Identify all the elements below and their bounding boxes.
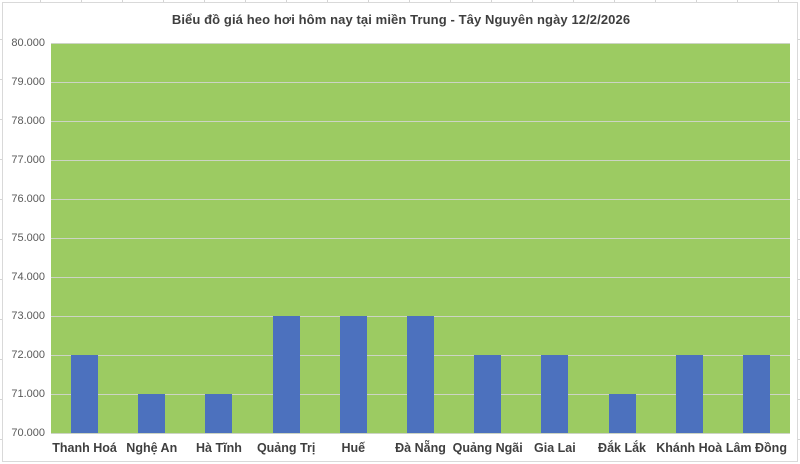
y-tick-label: 71.000 (11, 387, 45, 400)
x-category-label: Đắk Lắk (598, 441, 646, 455)
bar-gia-lai (541, 355, 569, 433)
bar-dak-lak (608, 394, 636, 433)
bar-nghe-an (138, 394, 166, 433)
x-category-label: Nghệ An (126, 441, 178, 455)
y-tick-label: 77.000 (11, 153, 45, 166)
gridline (51, 238, 790, 239)
gridline (51, 199, 790, 200)
x-category-label: Thanh Hoá (52, 441, 117, 455)
gridline (51, 277, 790, 278)
chart-title: Biểu đồ giá heo hơi hôm nay tại miền Tru… (171, 12, 631, 27)
bar-lam-dong (742, 355, 770, 433)
bar-hue (339, 316, 367, 433)
y-tick-label: 70.000 (11, 426, 45, 439)
x-category-label: Đà Nẵng (395, 441, 446, 455)
bar-da-nang (407, 316, 434, 433)
bar-ha-tinh (205, 394, 233, 433)
gridline (51, 433, 790, 434)
y-tick-label: 80.000 (11, 36, 45, 49)
gridline (51, 82, 790, 83)
y-tick-label: 76.000 (11, 192, 45, 205)
y-tick-label: 75.000 (11, 231, 45, 244)
x-category-label: Gia Lai (534, 441, 576, 455)
x-category-label: Huế (341, 441, 366, 455)
gridline (51, 43, 790, 44)
bar-khanh-hoa (675, 355, 703, 433)
y-tick-label: 79.000 (11, 75, 45, 88)
y-tick-label: 72.000 (11, 348, 45, 361)
x-category-label: Hà Tĩnh (196, 441, 242, 455)
y-tick-label: 74.000 (11, 270, 45, 283)
bar-quang-tri (272, 316, 300, 433)
y-tick-label: 73.000 (11, 309, 45, 322)
gridline (51, 121, 790, 122)
x-category-label: Khánh Hoà (656, 441, 723, 455)
x-category-label: Lâm Đồng (725, 441, 787, 455)
x-category-label: Quảng Ngãi (452, 441, 523, 455)
plot-area (51, 43, 790, 434)
gridline (51, 160, 790, 161)
bar-thanh-hoa (71, 355, 99, 433)
x-category-label: Quảng Trị (256, 441, 316, 455)
bar-quang-ngai (474, 355, 502, 433)
y-tick-label: 78.000 (11, 114, 45, 127)
